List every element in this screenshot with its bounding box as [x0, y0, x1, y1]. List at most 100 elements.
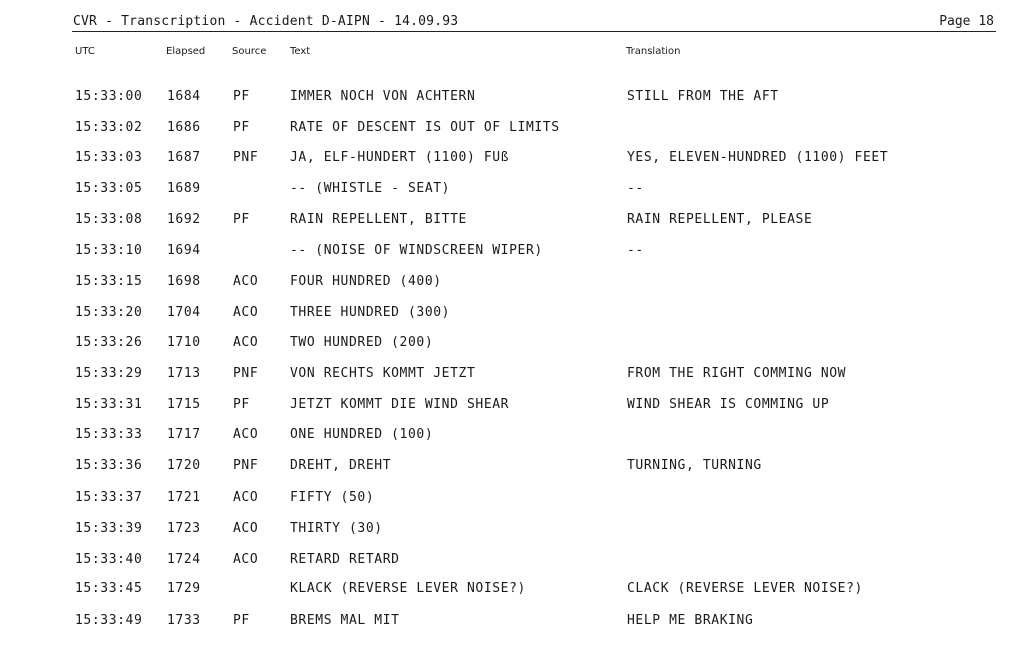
cell-elapsed: 1687 — [167, 150, 201, 165]
cell-text: KLACK (REVERSE LEVER NOISE?) — [290, 581, 526, 596]
cell-text: FOUR HUNDRED (400) — [290, 274, 442, 289]
cell-source: PNF — [233, 458, 259, 473]
cell-elapsed: 1733 — [167, 613, 201, 628]
cell-text: TWO HUNDRED (200) — [290, 335, 434, 350]
cell-utc: 15:33:29 — [75, 366, 143, 381]
cell-utc: 15:33:45 — [75, 581, 143, 596]
cell-text: -- (NOISE OF WINDSCREEN WIPER) — [290, 243, 543, 258]
cell-translation: WIND SHEAR IS COMMING UP — [627, 397, 830, 412]
cell-translation: -- — [627, 181, 644, 196]
cell-utc: 15:33:05 — [75, 181, 143, 196]
cell-elapsed: 1704 — [167, 305, 201, 320]
table-row: 15:33:03 1687 PNF JA, ELF-HUNDERT (1100) FU… — [0, 150, 1024, 170]
cell-utc: 15:33:03 — [75, 150, 143, 165]
cell-elapsed: 1715 — [167, 397, 201, 412]
cell-elapsed: 1729 — [167, 581, 201, 596]
table-row: 15:33:08 1692 PF RAIN REPELLENT, BITTE RAIN … — [0, 212, 1024, 232]
cell-utc: 15:33:33 — [75, 427, 143, 442]
cell-elapsed: 1723 — [167, 521, 201, 536]
table-row: 15:33:40 1724 ACO RETARD RETARD — [0, 552, 1024, 572]
table-row: 15:33:39 1723 ACO THIRTY (30) — [0, 521, 1024, 541]
cell-source: ACO — [233, 427, 259, 442]
table-row: 15:33:33 1717 ACO ONE HUNDRED (100) — [0, 427, 1024, 447]
cell-source: PF — [233, 212, 250, 227]
table-row: 15:33:02 1686 PF RATE OF DESCENT IS OUT OF … — [0, 120, 1024, 140]
table-row: 15:33:15 1698 ACO FOUR HUNDRED (400) — [0, 274, 1024, 294]
cell-text: VON RECHTS KOMMT JETZT — [290, 366, 476, 381]
column-header-translation: Translation — [626, 46, 681, 57]
cell-translation: HELP ME BRAKING — [627, 613, 754, 628]
cell-source: ACO — [233, 274, 259, 289]
cell-elapsed: 1713 — [167, 366, 201, 381]
cell-elapsed: 1689 — [167, 181, 201, 196]
cell-translation: CLACK (REVERSE LEVER NOISE?) — [627, 581, 863, 596]
cell-text: -- (WHISTLE - SEAT) — [290, 181, 451, 196]
header-rule — [72, 31, 996, 32]
cell-elapsed: 1724 — [167, 552, 201, 567]
table-row: 15:33:20 1704 ACO THREE HUNDRED (300) — [0, 305, 1024, 325]
cell-text: DREHT, DREHT — [290, 458, 392, 473]
table-row: 15:33:05 1689 -- (WHISTLE - SEAT) -- — [0, 181, 1024, 201]
cell-source: PF — [233, 613, 250, 628]
cell-utc: 15:33:26 — [75, 335, 143, 350]
cell-utc: 15:33:49 — [75, 613, 143, 628]
cell-translation: FROM THE RIGHT COMMING NOW — [627, 366, 847, 381]
cell-text: RETARD RETARD — [290, 552, 400, 567]
table-row: 15:33:00 1684 PF IMMER NOCH VON ACHTERN STIL… — [0, 89, 1024, 109]
cell-text: FIFTY (50) — [290, 490, 375, 505]
cell-elapsed: 1717 — [167, 427, 201, 442]
cell-utc: 15:33:00 — [75, 89, 143, 104]
table-row: 15:33:31 1715 PF JETZT KOMMT DIE WIND SHEAR… — [0, 397, 1024, 417]
cell-utc: 15:33:39 — [75, 521, 143, 536]
cell-source: ACO — [233, 552, 259, 567]
cell-translation: TURNING, TURNING — [627, 458, 762, 473]
table-row: 15:33:26 1710 ACO TWO HUNDRED (200) — [0, 335, 1024, 355]
cell-source: ACO — [233, 521, 259, 536]
cell-source: ACO — [233, 490, 259, 505]
cell-elapsed: 1721 — [167, 490, 201, 505]
cell-elapsed: 1686 — [167, 120, 201, 135]
column-header-utc: UTC — [75, 46, 95, 57]
cell-utc: 15:33:37 — [75, 490, 143, 505]
cell-text: RAIN REPELLENT, BITTE — [290, 212, 467, 227]
cell-text: IMMER NOCH VON ACHTERN — [290, 89, 476, 104]
cell-translation: RAIN REPELLENT, PLEASE — [627, 212, 813, 227]
column-header-source: Source — [232, 46, 267, 57]
cell-source: PNF — [233, 366, 259, 381]
table-row: 15:33:10 1694 -- (NOISE OF WINDSCREEN WIPE… — [0, 243, 1024, 263]
table-row: 15:33:29 1713 PNF VON RECHTS KOMMT JETZT FRO… — [0, 366, 1024, 386]
document-title: CVR - Transcription - Accident D-AIPN - … — [73, 14, 459, 29]
cell-utc: 15:33:02 — [75, 120, 143, 135]
cell-source: PNF — [233, 150, 259, 165]
cell-source: ACO — [233, 335, 259, 350]
cell-utc: 15:33:08 — [75, 212, 143, 227]
cell-utc: 15:33:36 — [75, 458, 143, 473]
table-row: 15:33:49 1733 PF BREMS MAL MIT HELP ME BRAKI… — [0, 613, 1024, 633]
table-row: 15:33:45 1729 KLACK (REVERSE LEVER NOISE?)… — [0, 581, 1024, 601]
column-header-text: Text — [290, 46, 311, 57]
table-row: 15:33:36 1720 PNF DREHT, DREHT TURNING, TURN… — [0, 458, 1024, 478]
table-row: 15:33:37 1721 ACO FIFTY (50) — [0, 490, 1024, 510]
cell-text: THREE HUNDRED (300) — [290, 305, 451, 320]
cell-text: JA, ELF-HUNDERT (1100) FUß — [290, 150, 510, 165]
cell-translation: -- — [627, 243, 644, 258]
cell-utc: 15:33:10 — [75, 243, 143, 258]
cell-text: RATE OF DESCENT IS OUT OF LIMITS — [290, 120, 560, 135]
cell-text: JETZT KOMMT DIE WIND SHEAR — [290, 397, 510, 412]
cell-source: PF — [233, 397, 250, 412]
cell-utc: 15:33:20 — [75, 305, 143, 320]
cell-text: BREMS MAL MIT — [290, 613, 400, 628]
cell-text: THIRTY (30) — [290, 521, 383, 536]
cell-translation: YES, ELEVEN-HUNDRED (1100) FEET — [627, 150, 889, 165]
cell-source: ACO — [233, 305, 259, 320]
cell-utc: 15:33:15 — [75, 274, 143, 289]
cell-source: PF — [233, 120, 250, 135]
cell-utc: 15:33:40 — [75, 552, 143, 567]
cell-elapsed: 1698 — [167, 274, 201, 289]
cell-elapsed: 1720 — [167, 458, 201, 473]
cell-elapsed: 1694 — [167, 243, 201, 258]
cell-source: PF — [233, 89, 250, 104]
cell-elapsed: 1710 — [167, 335, 201, 350]
cell-utc: 15:33:31 — [75, 397, 143, 412]
cell-elapsed: 1684 — [167, 89, 201, 104]
